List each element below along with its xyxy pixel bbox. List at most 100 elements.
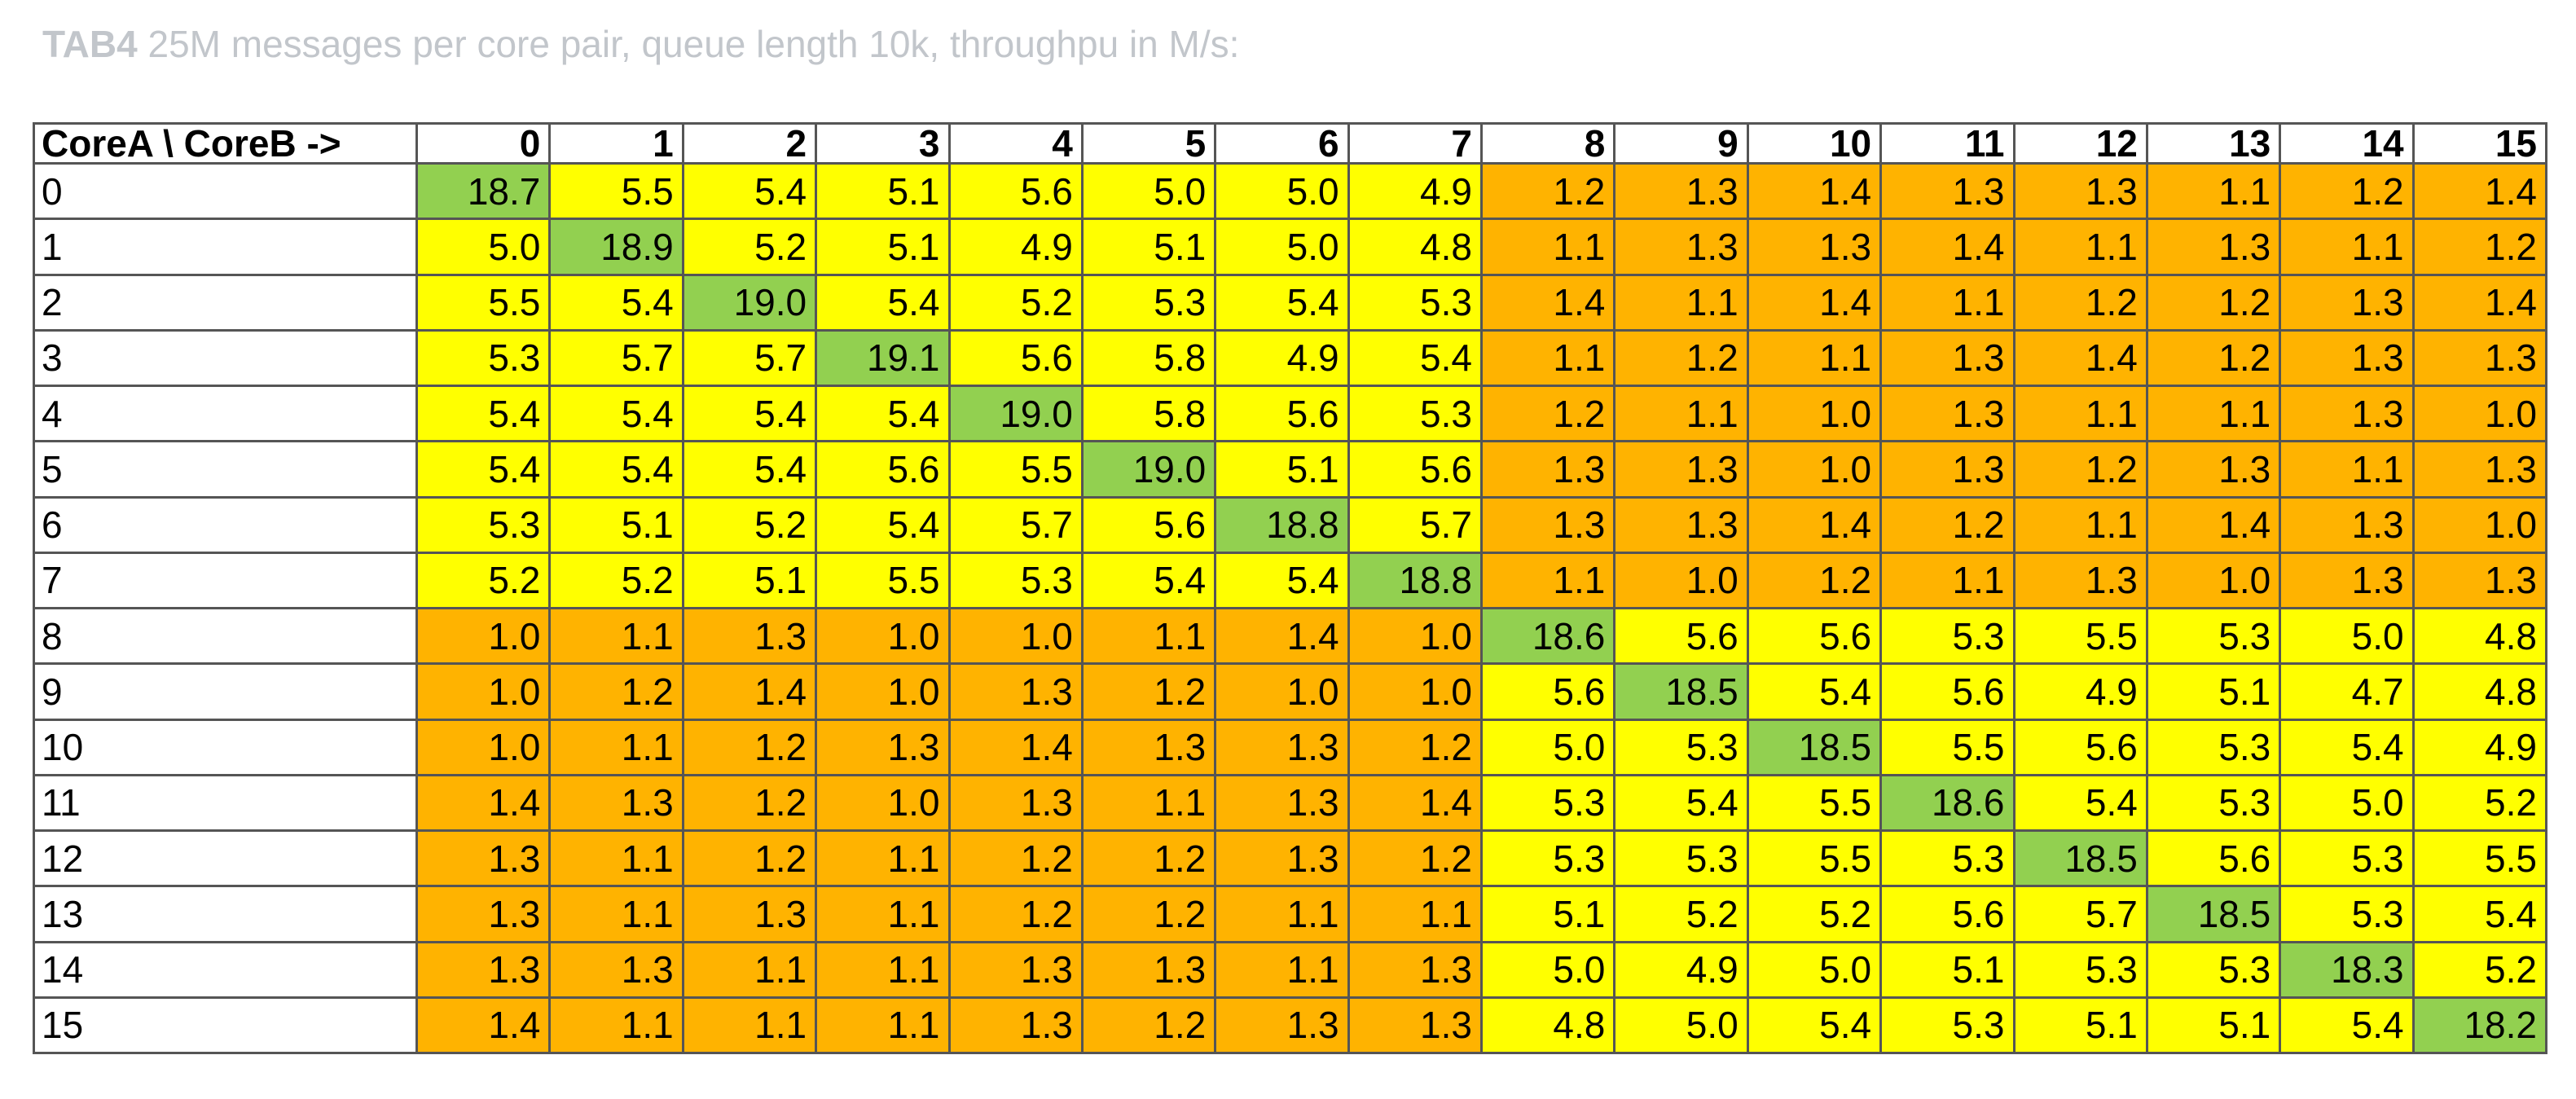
cell-12-6: 1.3 (1214, 829, 1350, 888)
column-header-coreb-6: 6 (1214, 122, 1350, 165)
cell-5-7: 5.6 (1347, 440, 1484, 499)
cell-7-4: 5.3 (947, 551, 1084, 610)
cell-11-10: 5.5 (1746, 773, 1883, 833)
cell-14-11: 5.1 (1879, 940, 2016, 999)
cell-10-15: 4.9 (2411, 718, 2548, 776)
cell-8-10: 5.6 (1746, 606, 1883, 666)
cell-9-9: 18.5 (1613, 662, 1749, 721)
cell-2-9: 1.1 (1613, 273, 1749, 332)
cell-9-3: 1.0 (815, 662, 951, 721)
cell-8-8: 18.6 (1479, 606, 1616, 666)
table-caption: TAB4 25M messages per core pair, queue l… (42, 20, 1239, 68)
cell-3-3: 19.1 (815, 328, 951, 388)
cell-7-14: 1.3 (2279, 551, 2415, 610)
cell-4-3: 5.4 (815, 384, 951, 443)
cell-13-8: 5.1 (1479, 885, 1616, 943)
column-header-coreb-3: 3 (815, 122, 951, 165)
cell-10-8: 5.0 (1479, 718, 1616, 776)
table-row-corea-8: 8 1.0 1.1 1.3 1.0 1.0 1.1 1.4 1.0 18.6 5.6 5.6 5.3 5.… (33, 606, 2548, 666)
cell-6-5: 5.6 (1080, 495, 1217, 554)
table-row-corea-5: 5 5.4 5.4 5.4 5.6 5.5 19.0 5.1 5.6 1.3 1.3 1.0 1.3 1.… (33, 440, 2548, 499)
table-row-corea-7: 7 5.2 5.2 5.1 5.5 5.3 5.4 5.4 18.8 1.1 1.0 1.2 1.1 1.… (33, 551, 2548, 610)
cell-14-7: 1.3 (1347, 940, 1484, 999)
cell-10-1: 1.1 (548, 718, 684, 776)
cell-4-2: 5.4 (681, 384, 818, 443)
cell-15-13: 5.1 (2145, 996, 2282, 1055)
cell-0-11: 1.3 (1879, 161, 2016, 221)
table-row-corea-13: 13 1.3 1.1 1.3 1.1 1.2 1.2 1.1 1.1 5.1 5.2 5.2 5.6 5.… (33, 885, 2548, 943)
cell-12-1: 1.1 (548, 829, 684, 888)
cell-12-8: 5.3 (1479, 829, 1616, 888)
cell-3-13: 1.2 (2145, 328, 2282, 388)
cell-4-4: 19.0 (947, 384, 1084, 443)
cell-2-6: 5.4 (1214, 273, 1350, 332)
caption-tag: TAB4 (42, 23, 138, 65)
cell-4-5: 5.8 (1080, 384, 1217, 443)
cell-14-0: 1.3 (415, 940, 552, 999)
cell-15-3: 1.1 (815, 996, 951, 1055)
cell-14-1: 1.3 (548, 940, 684, 999)
cell-14-6: 1.1 (1214, 940, 1350, 999)
cell-13-13: 18.5 (2145, 885, 2282, 943)
cell-7-15: 1.3 (2411, 551, 2548, 610)
column-header-coreb-10: 10 (1746, 122, 1883, 165)
cell-6-13: 1.4 (2145, 495, 2282, 554)
cell-7-7: 18.8 (1347, 551, 1484, 610)
cell-2-14: 1.3 (2279, 273, 2415, 332)
table-row-corea-1: 1 5.0 18.9 5.2 5.1 4.9 5.1 5.0 4.8 1.1 1.3 1.3 1.4 1.… (33, 218, 2548, 276)
cell-8-1: 1.1 (548, 606, 684, 666)
cell-7-11: 1.1 (1879, 551, 2016, 610)
cell-5-6: 5.1 (1214, 440, 1350, 499)
cell-15-7: 1.3 (1347, 996, 1484, 1055)
cell-6-2: 5.2 (681, 495, 818, 554)
cell-9-15: 4.8 (2411, 662, 2548, 721)
cell-9-14: 4.7 (2279, 662, 2415, 721)
cell-6-11: 1.2 (1879, 495, 2016, 554)
column-header-coreb-0: 0 (415, 122, 552, 165)
row-header-corea-12: 12 (33, 829, 418, 888)
column-header-coreb-15: 15 (2411, 122, 2548, 165)
cell-0-2: 5.4 (681, 161, 818, 221)
cell-2-13: 1.2 (2145, 273, 2282, 332)
cell-1-14: 1.1 (2279, 218, 2415, 276)
cell-12-4: 1.2 (947, 829, 1084, 888)
cell-2-2: 19.0 (681, 273, 818, 332)
row-header-corea-15: 15 (33, 996, 418, 1055)
cell-9-2: 1.4 (681, 662, 818, 721)
cell-12-15: 5.5 (2411, 829, 2548, 888)
cell-13-15: 5.4 (2411, 885, 2548, 943)
cell-2-11: 1.1 (1879, 273, 2016, 332)
column-header-coreb-11: 11 (1879, 122, 2016, 165)
cell-1-10: 1.3 (1746, 218, 1883, 276)
cell-0-13: 1.1 (2145, 161, 2282, 221)
cell-14-3: 1.1 (815, 940, 951, 999)
cell-7-12: 1.3 (2012, 551, 2148, 610)
cell-8-15: 4.8 (2411, 606, 2548, 666)
cell-4-13: 1.1 (2145, 384, 2282, 443)
cell-1-3: 5.1 (815, 218, 951, 276)
cell-7-13: 1.0 (2145, 551, 2282, 610)
column-header-coreb-8: 8 (1479, 122, 1616, 165)
cell-9-11: 5.6 (1879, 662, 2016, 721)
cell-13-4: 1.2 (947, 885, 1084, 943)
cell-12-7: 1.2 (1347, 829, 1484, 888)
cell-10-5: 1.3 (1080, 718, 1217, 776)
cell-10-10: 18.5 (1746, 718, 1883, 776)
cell-15-12: 5.1 (2012, 996, 2148, 1055)
cell-15-0: 1.4 (415, 996, 552, 1055)
cell-6-0: 5.3 (415, 495, 552, 554)
column-header-coreb-5: 5 (1080, 122, 1217, 165)
cell-13-11: 5.6 (1879, 885, 2016, 943)
cell-3-5: 5.8 (1080, 328, 1217, 388)
cell-2-0: 5.5 (415, 273, 552, 332)
cell-4-6: 5.6 (1214, 384, 1350, 443)
cell-14-5: 1.3 (1080, 940, 1217, 999)
cell-2-15: 1.4 (2411, 273, 2548, 332)
cell-2-5: 5.3 (1080, 273, 1217, 332)
cell-1-5: 5.1 (1080, 218, 1217, 276)
cell-12-14: 5.3 (2279, 829, 2415, 888)
cell-11-2: 1.2 (681, 773, 818, 833)
cell-1-7: 4.8 (1347, 218, 1484, 276)
cell-13-9: 5.2 (1613, 885, 1749, 943)
cell-3-4: 5.6 (947, 328, 1084, 388)
